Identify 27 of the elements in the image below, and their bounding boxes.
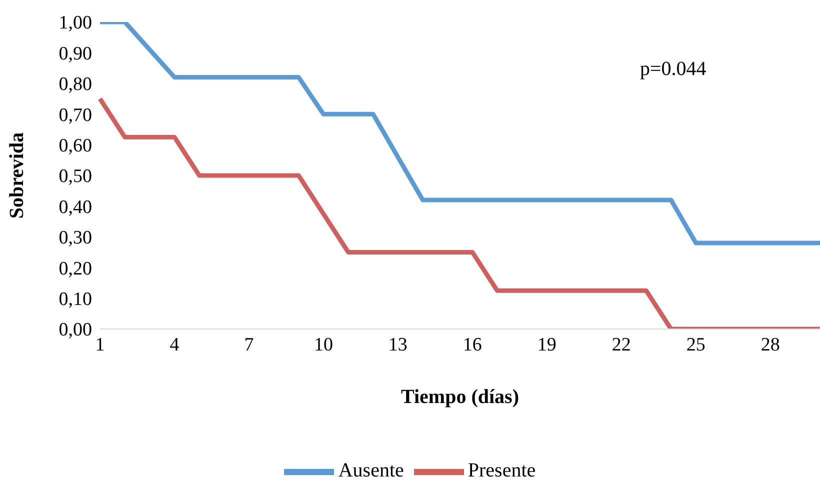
y-tick-label: 0,90	[58, 43, 92, 64]
line-series	[98, 96, 820, 329]
x-tick-label: 22	[612, 334, 631, 356]
x-tick-label: 28	[760, 334, 780, 356]
y-tick-label: 0,30	[58, 228, 92, 249]
x-axis-title: Tiempo (días)	[401, 386, 519, 408]
x-tick-label: 1	[95, 334, 105, 356]
x-tick-label: 16	[462, 334, 482, 356]
y-axis-title: Sobrevida	[6, 132, 28, 219]
x-tick-label: 19	[537, 334, 556, 356]
x-tick-label: 13	[388, 334, 408, 356]
annotation: p=0.044	[640, 58, 706, 81]
y-tick-label: 0,80	[58, 74, 92, 96]
legend-label: Ausente	[338, 460, 404, 482]
y-tick-label: 0,50	[58, 166, 92, 188]
legend-label: Presente	[468, 460, 536, 482]
x-tick-label: 10	[314, 334, 333, 356]
x-tick-label: 25	[686, 334, 706, 356]
x-tick-label: 4	[170, 334, 180, 356]
y-tick-label: 0,20	[58, 258, 92, 280]
y-tick-label: 0,10	[58, 289, 92, 310]
y-tick-label: 0,60	[58, 136, 92, 157]
y-tick-label: 0,70	[58, 104, 92, 126]
y-tick-label: 1,00	[58, 12, 92, 34]
y-tick-label: 0,40	[58, 196, 92, 218]
x-tick-label: 7	[244, 334, 254, 356]
y-tick-label: 0,00	[58, 320, 92, 341]
